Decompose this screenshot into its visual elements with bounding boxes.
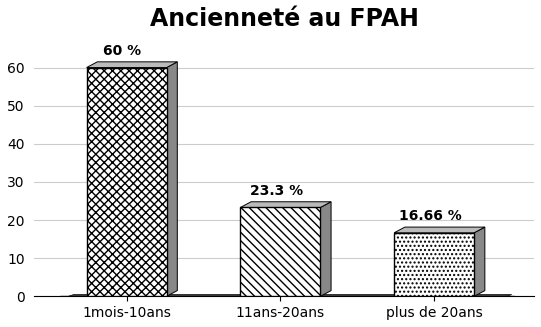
Polygon shape xyxy=(394,227,485,233)
Polygon shape xyxy=(240,202,331,208)
Polygon shape xyxy=(474,227,485,296)
Title: Ancienneté au FPAH: Ancienneté au FPAH xyxy=(150,7,419,31)
Polygon shape xyxy=(68,295,512,296)
Polygon shape xyxy=(87,62,177,68)
Text: 16.66 %: 16.66 % xyxy=(399,209,461,223)
Bar xyxy=(240,208,320,296)
Polygon shape xyxy=(167,62,177,296)
Bar xyxy=(87,68,167,296)
Bar xyxy=(394,233,474,296)
Text: 60 %: 60 % xyxy=(103,44,142,58)
Text: 23.3 %: 23.3 % xyxy=(250,184,303,198)
Polygon shape xyxy=(320,202,331,296)
